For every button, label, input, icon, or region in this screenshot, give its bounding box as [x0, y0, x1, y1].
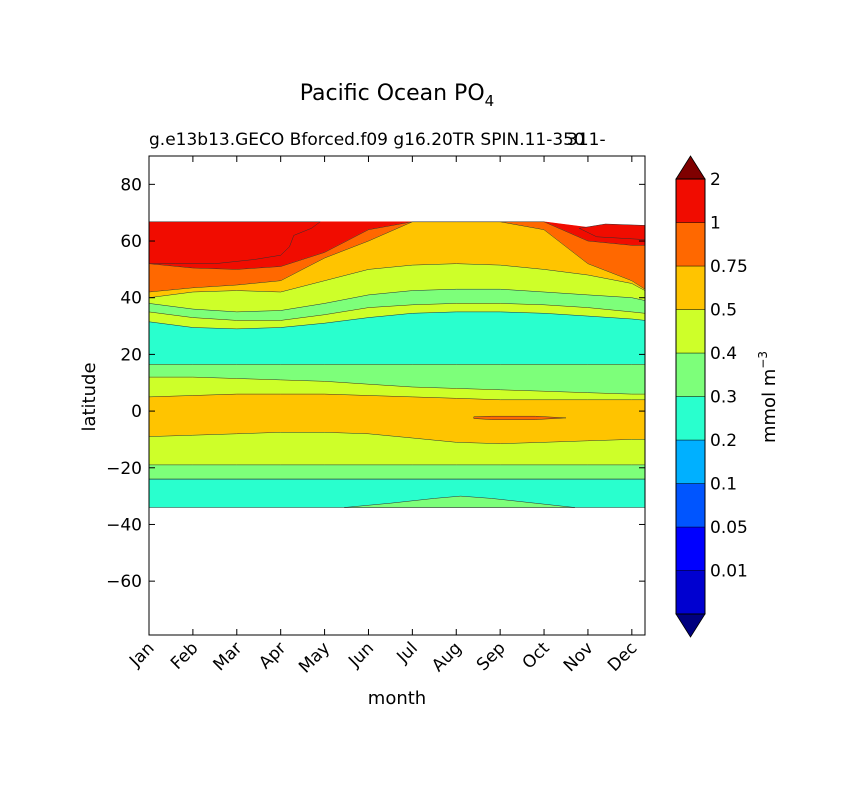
- y-tick-label: −20: [106, 459, 142, 479]
- colorbar-tick-label: 0.1: [710, 475, 737, 495]
- x-tick-label: Nov: [560, 638, 598, 676]
- x-tick-label: Feb: [167, 638, 202, 673]
- axis-ticks: [148, 156, 645, 635]
- colorbar-label: mmol m−3: [756, 351, 780, 443]
- contour-line-12: [149, 376, 645, 395]
- plot-area: [148, 155, 646, 636]
- colorbar-tick-label: 2: [710, 170, 721, 190]
- colorbar-extend-min: [675, 613, 706, 638]
- x-tick-label: Jan: [125, 638, 158, 671]
- contour-line-33: [148, 311, 646, 330]
- contour-band-11: [148, 464, 646, 480]
- colorbar-tick-label: 0.2: [710, 431, 737, 451]
- x-tick-labels: Jan Feb Mar Apr May Jun Jul Aug Sep Oct Nov Dec: [125, 638, 641, 677]
- x-tick-label: May: [295, 638, 334, 677]
- colorbar-tick-label: 0.75: [710, 257, 748, 277]
- colorbar-segment: [675, 483, 706, 528]
- contour-line--9: [148, 432, 645, 444]
- contour-lines: [148, 221, 646, 480]
- red-cap-west: [148, 221, 321, 264]
- x-tick-label: Aug: [428, 638, 466, 676]
- colorbar-tick-label: 0.3: [710, 388, 737, 408]
- x-tick-label: Jun: [344, 638, 378, 672]
- chart-subtitle-overlap: 311-: [567, 130, 606, 150]
- colorbar: 0.01 0.05 0.1 0.2 0.3 0.4 0.5 0.75 1 2: [675, 155, 748, 638]
- colorbar-tick-label: 0.4: [710, 344, 737, 364]
- contour-line-40: [148, 288, 646, 313]
- x-tick-label: Jul: [393, 638, 422, 667]
- colorbar-segment: [675, 526, 706, 571]
- contour-line-60: [148, 221, 645, 270]
- y-axis-label: latitude: [79, 362, 100, 431]
- x-tick-label: Apr: [255, 638, 290, 673]
- colorbar-segment: [675, 570, 706, 615]
- colorbar-tick-label: 0.5: [710, 301, 737, 321]
- plot-frame: [148, 155, 646, 636]
- colorbar-segment: [675, 352, 706, 397]
- contour-fills: [148, 221, 646, 508]
- colorbar-tick-label: 0.05: [710, 518, 748, 538]
- colorbar-segment: [675, 265, 706, 310]
- x-tick-label: Mar: [209, 638, 246, 675]
- x-tick-label: Sep: [473, 638, 510, 675]
- chart-title: Pacific Ocean PO4: [300, 81, 494, 110]
- colorbar-segment: [675, 309, 706, 354]
- colorbar-tick-label: 0.01: [710, 562, 748, 582]
- x-axis-label: month: [368, 688, 426, 709]
- colorbar-segment: [675, 222, 706, 267]
- contour-line-45: [148, 263, 646, 298]
- chart-subtitle: g.e13b13.GECO Bforced.f09 g16.20TR SPIN.…: [149, 130, 585, 150]
- x-tick-label: Oct: [519, 638, 554, 673]
- y-tick-labels: 80 60 40 20 0 −20 −40 −60: [106, 175, 142, 592]
- y-tick-label: 20: [120, 345, 142, 365]
- colorbar-frame: [675, 178, 706, 615]
- y-tick-label: 40: [120, 289, 142, 309]
- y-tick-label: −40: [106, 515, 142, 535]
- south-green-tongue: [344, 495, 575, 508]
- colorbar-segment: [675, 396, 706, 441]
- equatorial-orange: [473, 415, 567, 420]
- contour-line-37: [148, 303, 646, 321]
- colorbar-extend-max: [675, 155, 706, 180]
- colorbar-tick-label: 1: [710, 214, 721, 234]
- y-tick-label: 80: [120, 175, 142, 195]
- x-tick-label: Dec: [604, 638, 641, 675]
- colorbar-segment: [675, 178, 706, 223]
- contour-line-5: [148, 393, 645, 401]
- colorbar-segment: [675, 439, 706, 484]
- y-tick-label: −60: [106, 572, 142, 592]
- y-tick-label: 60: [120, 232, 142, 252]
- y-tick-label: 0: [131, 402, 142, 422]
